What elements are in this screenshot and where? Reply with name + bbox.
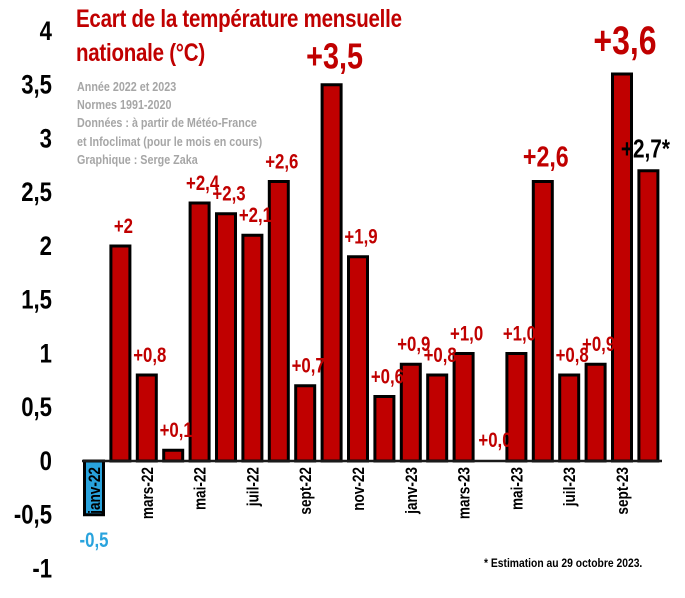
- bar: [452, 352, 475, 463]
- x-axis: janv-22 mars-22 mai-22 juil-22 sept-22 nov-22…: [82, 459, 662, 519]
- y-tick-label: 4: [40, 17, 53, 47]
- bar: [373, 395, 396, 463]
- chart-title: Ecart de la température mensuelle nation…: [76, 2, 420, 70]
- bar: [294, 384, 317, 463]
- bar: [584, 362, 607, 463]
- footnote: * Estimation au 29 octobre 2023.: [484, 556, 643, 570]
- y-tick-label: 3,5: [21, 71, 52, 101]
- y-tick-label: 3: [40, 125, 52, 155]
- bar: [611, 72, 633, 463]
- y-tick-label: 0,5: [21, 393, 52, 423]
- data-label: +2: [114, 215, 133, 238]
- x-tick-label: mai-22: [191, 467, 210, 510]
- x-tick-label: mai-23: [508, 467, 527, 510]
- data-label: +2,3: [212, 183, 245, 206]
- x-tick-label: mars-22: [138, 467, 157, 519]
- data-label: +0,9: [397, 334, 430, 357]
- subtitle-line: et Infoclimat (pour le mois en cours): [77, 134, 263, 149]
- subtitle-line: Normes 1991-2020: [77, 98, 172, 113]
- data-label: +0,6: [371, 366, 404, 389]
- bar: [267, 180, 290, 463]
- y-tick-label: 1: [40, 340, 53, 370]
- bar: [347, 255, 369, 463]
- y-tick-label: 2: [40, 232, 52, 262]
- data-label: +1,0: [503, 323, 536, 346]
- data-label: +0,8: [556, 344, 589, 367]
- data-labels: -0,5 +2 +0,8 +0,1 +2,4+2,3+2,1 +2,6 +0,7 +3,5 +1…: [80, 18, 671, 553]
- data-label: +2,6: [523, 140, 569, 173]
- bar: [188, 201, 211, 463]
- y-tick-label: 2,5: [21, 178, 52, 208]
- data-label: +0,9: [582, 334, 615, 357]
- bar: [135, 373, 158, 463]
- bar: [531, 180, 554, 463]
- chart-title-line-2: nationale (°C): [76, 39, 205, 67]
- bar: [241, 233, 264, 463]
- subtitle-line: Données : à partir de Météo-France: [77, 116, 257, 131]
- data-label: +2,7*: [621, 135, 671, 164]
- data-label: +2,1: [239, 205, 273, 228]
- chart-title-line-1: Ecart de la température mensuelle: [76, 5, 402, 33]
- x-tick-label: juil-22: [244, 467, 263, 507]
- x-tick-label: janv-22: [86, 467, 105, 515]
- x-tick-label: sept-23: [614, 467, 633, 515]
- data-label: +0,8: [133, 344, 166, 367]
- subtitle-line: Année 2022 et 2023: [77, 80, 177, 94]
- x-tick-label: mars-23: [455, 467, 474, 519]
- y-axis: -1 -0,5 0 0,5 1 1,5 2 2,5 3 3,5 4: [14, 17, 52, 584]
- x-tick-label: juil-23: [561, 467, 580, 507]
- y-tick-label: -1: [32, 555, 52, 585]
- bar: [426, 373, 449, 463]
- x-tick-label: sept-22: [297, 467, 316, 515]
- data-label: +3,6: [593, 18, 656, 63]
- data-label: -0,5: [80, 529, 109, 552]
- x-tick-label: janv-23: [402, 467, 421, 515]
- data-label: +3,5: [306, 36, 363, 77]
- bar: [320, 83, 343, 463]
- y-tick-label: -0,5: [14, 501, 52, 531]
- bar: [558, 373, 581, 463]
- bar: [399, 362, 422, 463]
- bar: [215, 212, 237, 463]
- y-tick-label: 0: [40, 447, 52, 477]
- data-label: +0,0: [478, 429, 511, 452]
- x-tick-label: nov-22: [350, 467, 369, 511]
- data-label: +2,6: [265, 151, 298, 174]
- bar: [162, 448, 185, 463]
- bar: [637, 169, 660, 463]
- bar: [109, 244, 132, 463]
- data-label: +0,1: [160, 420, 194, 443]
- data-label: +2,4: [186, 172, 220, 195]
- y-tick-label: 1,5: [21, 286, 52, 316]
- subtitle-line: Graphique : Serge Zaka: [77, 152, 198, 167]
- data-label: +0,8: [424, 344, 457, 367]
- data-label: +1,0: [450, 323, 483, 346]
- chart-subtitle: Année 2022 et 2023 Normes 1991-2020 Donn…: [77, 78, 262, 169]
- data-label: +1,9: [344, 226, 377, 249]
- data-label: +0,7: [292, 355, 325, 378]
